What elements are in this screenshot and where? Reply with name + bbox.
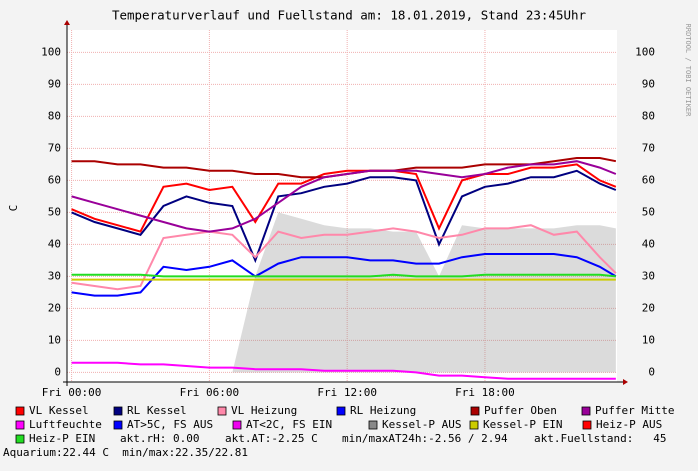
- legend-swatch: [15, 406, 25, 416]
- x-tick-label: Fri 06:00: [180, 386, 240, 399]
- y-arrow: [64, 20, 70, 25]
- line: [71, 160, 617, 233]
- legend-label: Heiz-P AUS: [596, 418, 662, 431]
- y-tick-label: 0: [54, 365, 61, 378]
- legend-swatch: [582, 420, 592, 430]
- legend-note: akt.rH: 0.00: [120, 432, 199, 445]
- legend-swatch: [113, 406, 123, 416]
- y-tick-label-right: 70: [642, 141, 655, 154]
- legend-label: Kessel-P EIN: [483, 418, 562, 431]
- legend-label: Luftfeuchte: [29, 418, 102, 431]
- y-tick-label-right: 40: [642, 237, 655, 250]
- y-tick-label-right: 100: [635, 45, 655, 58]
- legend-swatch: [15, 420, 25, 430]
- legend-swatch: [232, 420, 242, 430]
- y-tick-label-right: 10: [642, 333, 655, 346]
- line: [71, 361, 616, 380]
- y-tick-label-right: 30: [642, 269, 655, 282]
- y-tick-label-right: 50: [642, 205, 655, 218]
- legend-label: VL Heizung: [231, 404, 297, 417]
- chart-title: Temperaturverlauf und Fuellstand am: 18.…: [112, 8, 587, 23]
- y-tick-label: 90: [48, 77, 61, 90]
- y-tick-label: 50: [48, 205, 61, 218]
- y-tick-label: 80: [48, 109, 61, 122]
- legend-swatch: [469, 420, 479, 430]
- legend-label: Kessel-P AUS: [382, 418, 461, 431]
- area: [71, 212, 616, 373]
- y-tick-label: 20: [48, 301, 61, 314]
- line: [71, 224, 617, 291]
- legend-swatch: [113, 420, 123, 430]
- line: [71, 273, 616, 278]
- y-tick-label: 30: [48, 269, 61, 282]
- legend-note: min/maxAT24h:-2.56 / 2.94: [342, 432, 508, 445]
- legend-swatch: [470, 406, 480, 416]
- y-tick-label-right: 80: [642, 109, 655, 122]
- legend-label: RL Heizung: [350, 404, 416, 417]
- legend-label: RL Kessel: [127, 404, 187, 417]
- legend-swatch: [368, 420, 378, 430]
- y-tick-label: 70: [48, 141, 61, 154]
- line: [71, 169, 617, 264]
- y-tick-label-right: 20: [642, 301, 655, 314]
- y-tick-label-right: 60: [642, 173, 655, 186]
- line: [71, 253, 617, 297]
- legend-label: AT>5C, FS AUS: [127, 418, 213, 431]
- legend-swatch: [217, 406, 227, 416]
- legend-label: VL Kessel: [29, 404, 89, 417]
- legend-swatch: [15, 434, 25, 444]
- y-axis-label: C: [7, 205, 20, 212]
- x-tick-label: Fri 00:00: [42, 386, 102, 399]
- x-tick-label: Fri 18:00: [455, 386, 515, 399]
- y-tick-label: 100: [41, 45, 61, 58]
- line: [71, 163, 617, 233]
- plot-area: [67, 30, 617, 382]
- legend-label: Puffer Mitte: [595, 404, 674, 417]
- legend-swatch: [581, 406, 591, 416]
- legend-label: AT<2C, FS EIN: [246, 418, 332, 431]
- legend-swatch: [336, 406, 346, 416]
- y-tick-label: 40: [48, 237, 61, 250]
- y-tick-label-right: 0: [648, 365, 655, 378]
- legend-note: Aquarium:22.44 C min/max:22.35/22.81: [3, 446, 248, 459]
- legend-label: Puffer Oben: [484, 404, 557, 417]
- x-tick-label: Fri 12:00: [317, 386, 377, 399]
- legend-note: akt.Fuellstand: 45: [534, 432, 666, 445]
- x-arrow: [623, 379, 628, 385]
- y-tick-label-right: 90: [642, 77, 655, 90]
- y-tick-label: 60: [48, 173, 61, 186]
- y-tick-label: 10: [48, 333, 61, 346]
- legend-note: akt.AT:-2.25 C: [225, 432, 318, 445]
- legend-label: Heiz-P EIN: [29, 432, 95, 445]
- watermark: RRDTOOL / TOBI OETIKER: [684, 24, 692, 118]
